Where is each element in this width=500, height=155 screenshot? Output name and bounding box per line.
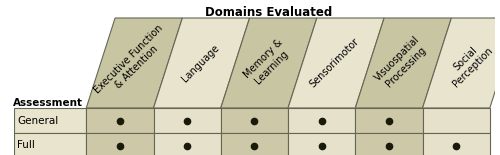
Bar [422, 108, 490, 133]
Bar [154, 133, 221, 155]
Text: Domains Evaluated: Domains Evaluated [205, 6, 332, 19]
Polygon shape [154, 18, 250, 108]
Polygon shape [288, 18, 384, 108]
Polygon shape [422, 18, 500, 108]
Bar [221, 133, 288, 155]
Text: Assessment: Assessment [14, 98, 84, 108]
Polygon shape [356, 18, 452, 108]
Text: Executive Function
& Attention: Executive Function & Attention [92, 23, 173, 103]
Bar [221, 108, 288, 133]
Bar [86, 108, 154, 133]
Text: Sensorimotor: Sensorimotor [308, 36, 361, 90]
Text: General: General [17, 115, 58, 126]
Text: Full: Full [17, 140, 35, 151]
Bar [422, 133, 490, 155]
Text: Language: Language [180, 42, 220, 84]
Polygon shape [221, 18, 317, 108]
Text: Visuospatial
Processing: Visuospatial Processing [374, 34, 430, 92]
Bar [356, 133, 422, 155]
Bar [288, 108, 356, 133]
Text: Memory &
Learning: Memory & Learning [242, 38, 293, 89]
Bar [14, 108, 86, 133]
Bar [288, 133, 356, 155]
Text: Social
Perception: Social Perception [443, 37, 495, 89]
Bar [14, 133, 86, 155]
Polygon shape [86, 18, 182, 108]
Bar [154, 108, 221, 133]
Bar [356, 108, 422, 133]
Bar [86, 133, 154, 155]
